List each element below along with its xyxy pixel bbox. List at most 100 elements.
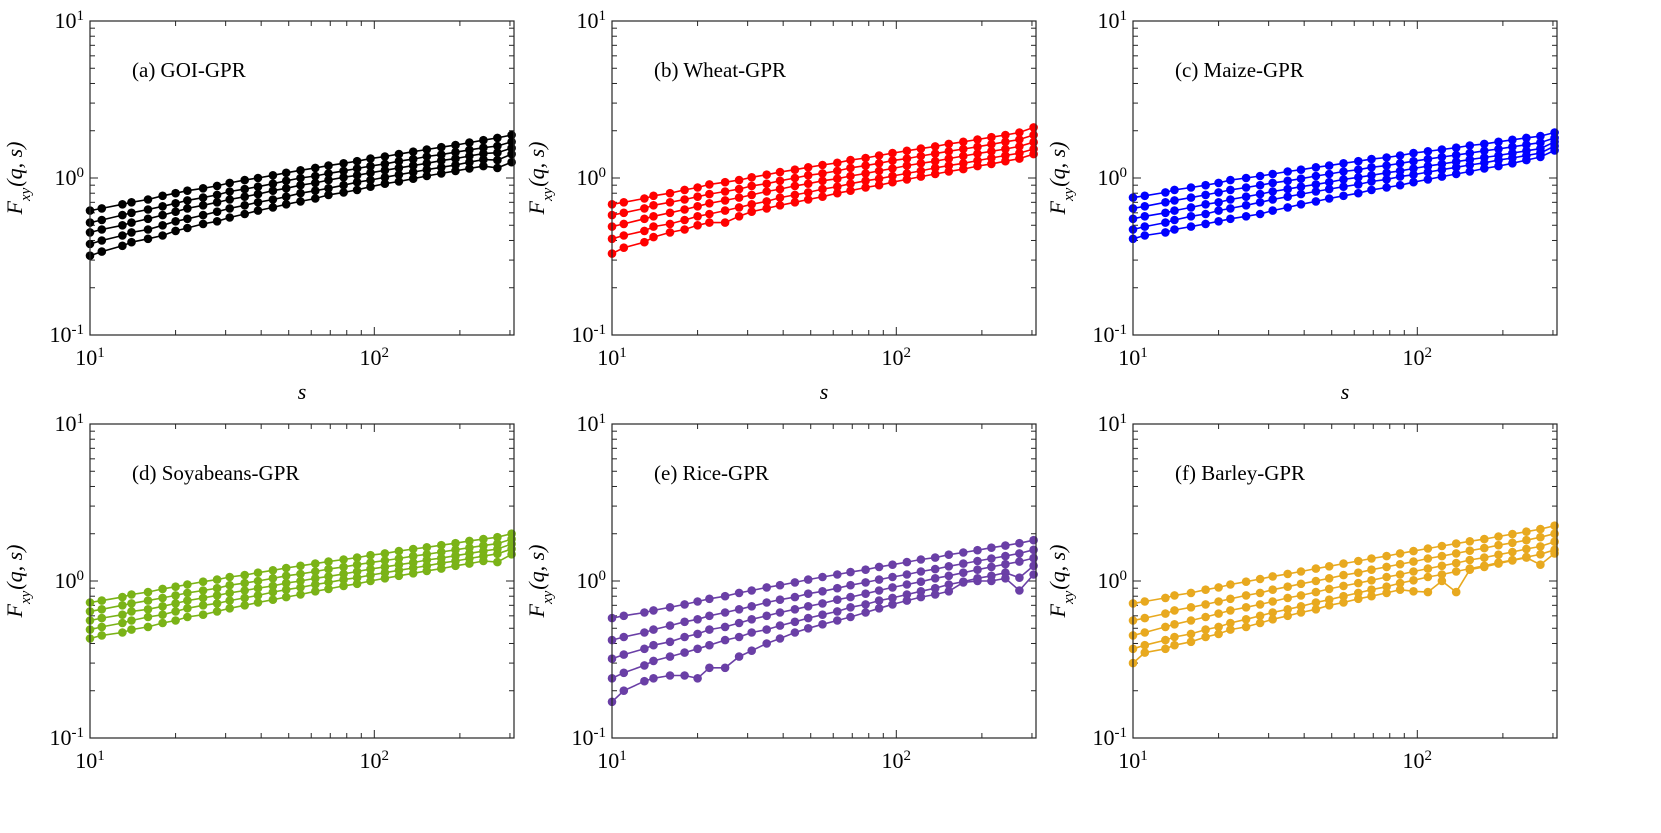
data-point [762,197,771,206]
data-point [1311,197,1321,206]
data-point [437,150,446,159]
data-point [1201,209,1210,219]
data-point [479,135,488,145]
data-point [1494,540,1503,550]
data-point [888,164,897,173]
data-point [1382,175,1391,184]
data-point [1311,587,1321,597]
data-series [85,529,516,607]
data-point [1395,559,1405,569]
data-point [507,149,516,159]
data-point [127,218,136,227]
data-point [143,195,153,204]
y-tick-label: 10-1 [572,725,607,750]
data-point [479,161,488,171]
data-point [930,590,940,599]
data-point [422,159,432,168]
data-point [1550,529,1559,538]
data-point [1140,202,1150,211]
data-point [944,571,954,581]
data-point [127,198,136,207]
data-point [734,632,744,642]
data-point [1214,583,1223,592]
data-point [775,621,785,630]
y-tick-label: 100 [1098,165,1128,190]
data-point [1494,550,1503,559]
data-point [1367,154,1376,164]
data-series [607,570,1038,707]
data-point [1015,549,1024,558]
data-point [790,190,800,200]
data-point [1339,581,1348,591]
data-point [1465,160,1475,170]
data-point [1255,189,1265,199]
data-point [790,165,800,174]
data-point [833,616,842,625]
data-point [1255,171,1265,181]
data-point [902,169,912,178]
data-point [451,154,460,163]
data-point [818,620,827,629]
data-point [380,549,390,558]
data-point [902,557,912,567]
data-series [607,123,1038,209]
data-point [1465,537,1475,546]
data-point [296,188,305,198]
data-point [1161,208,1170,218]
data-point [127,590,136,599]
data-point [311,178,320,188]
data-point [1255,198,1265,207]
data-point [253,591,263,600]
data-point [394,156,404,166]
data-point [930,564,940,574]
data-point [268,574,278,583]
data-point [324,572,333,581]
data-point [1268,178,1277,188]
data-point [705,218,714,227]
data-point [212,583,222,593]
data-point [158,191,167,201]
data-point [1255,588,1265,598]
y-tick-label: 10-1 [1093,322,1128,347]
data-point [818,169,827,178]
data-point [198,219,208,229]
data-point [916,151,926,161]
data-point [171,217,180,226]
data-point [1536,524,1545,534]
data-point [1226,606,1235,615]
data-point [747,586,756,595]
data-point [158,610,167,619]
data-point [693,221,702,230]
data-point [352,164,362,173]
data-point [775,580,785,590]
data-point [1437,541,1447,551]
data-point [874,159,884,168]
data-point [1367,565,1376,574]
data-point [1494,161,1503,171]
data-point [143,605,153,614]
data-series [1128,549,1559,668]
data-point [1522,133,1531,143]
data-point [1494,137,1503,147]
data-point [734,203,744,212]
data-point [1494,144,1503,154]
data-point [861,600,870,609]
data-point [183,604,192,613]
data-point [790,628,800,637]
data-point [1015,135,1024,144]
panel-annotation: (c) Maize-GPR [1175,58,1304,82]
data-point [253,182,263,191]
data-point [987,576,996,586]
data-point [1354,173,1363,182]
data-point [451,147,460,157]
data-point [916,567,926,576]
data-point [268,595,278,604]
data-point [240,201,249,210]
data-point [1186,203,1196,212]
data-series [85,149,516,249]
data-point [693,629,702,639]
y-tick-label: 100 [55,165,85,190]
data-point [803,589,813,598]
data-point [198,586,208,595]
data-point [225,204,234,213]
